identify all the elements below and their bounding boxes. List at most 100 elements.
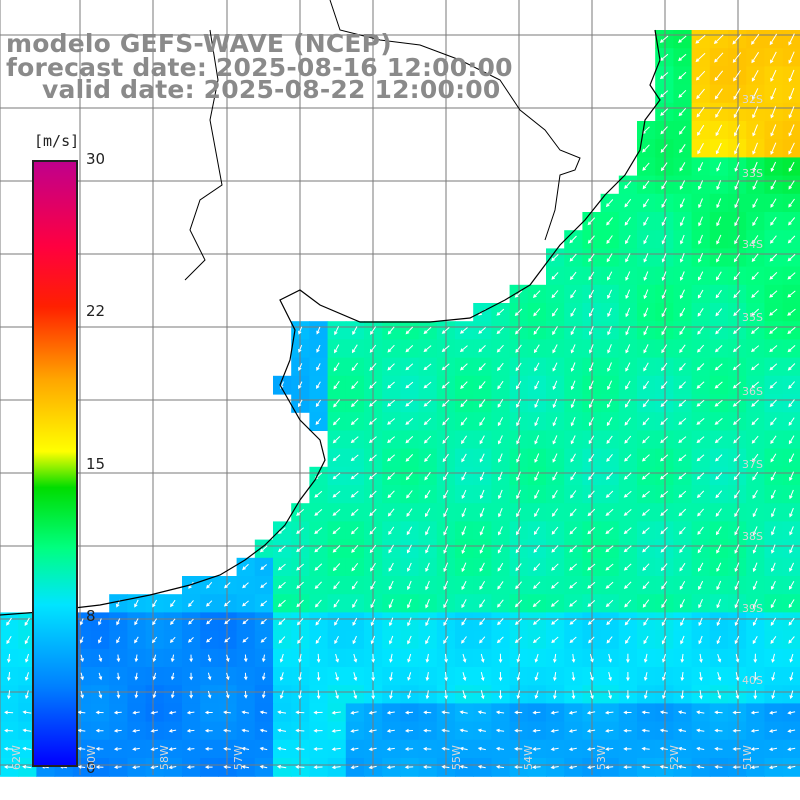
wind-arrow	[714, 418, 723, 425]
wind-arrow	[788, 617, 795, 626]
lat-label: 36S	[742, 385, 763, 398]
wind-arrow	[732, 710, 741, 715]
wind-arrow	[279, 690, 284, 700]
wind-arrow	[369, 508, 377, 517]
wind-arrow	[605, 508, 614, 517]
wind-arrow	[679, 271, 685, 281]
wind-arrow	[607, 289, 613, 299]
wind-arrow	[734, 599, 740, 609]
wind-arrow	[587, 563, 596, 571]
wind-arrow	[113, 710, 122, 715]
wind-arrow	[7, 672, 11, 682]
wind-arrow	[624, 399, 631, 408]
wind-arrow	[260, 637, 267, 643]
wind-arrow	[570, 326, 576, 336]
wind-arrow	[752, 526, 758, 536]
wind-arrow	[679, 216, 685, 227]
wind-arrow	[389, 653, 393, 663]
wind-arrow	[295, 710, 305, 715]
wind-arrow	[152, 654, 157, 663]
wind-arrow	[170, 618, 176, 626]
wind-arrow	[734, 142, 740, 155]
wind-arrow	[368, 747, 377, 751]
wind-arrow	[516, 398, 522, 408]
wind-arrow	[478, 381, 486, 390]
wind-arrow	[607, 307, 612, 318]
wind-arrow	[551, 545, 559, 553]
wind-arrow	[424, 490, 431, 499]
wind-arrow	[552, 398, 558, 409]
wind-arrow	[605, 728, 614, 733]
wind-arrow	[441, 345, 450, 353]
wind-arrow	[751, 381, 760, 389]
wind-arrow	[769, 363, 778, 371]
wind-arrow	[750, 728, 759, 733]
wind-arrow	[789, 489, 794, 500]
wind-arrow	[295, 728, 305, 733]
wind-arrow	[587, 600, 596, 607]
wind-arrow	[388, 562, 394, 572]
wind-arrow	[425, 544, 430, 554]
wind-arrow	[659, 35, 669, 43]
wind-arrow	[788, 636, 795, 644]
lat-label: 34S	[742, 238, 763, 251]
wind-arrow	[768, 765, 778, 770]
wind-arrow	[607, 362, 612, 372]
wind-arrow	[407, 653, 412, 663]
wind-arrow	[369, 544, 377, 554]
wind-arrow	[714, 363, 723, 371]
wind-arrow	[22, 746, 32, 751]
wind-arrow	[586, 710, 596, 715]
wind-arrow	[771, 672, 775, 682]
wind-arrow	[350, 436, 359, 444]
wind-arrow	[77, 765, 86, 769]
wind-arrow	[787, 729, 796, 733]
wind-arrow	[532, 765, 541, 770]
wind-arrow	[4, 710, 14, 715]
wind-arrow	[608, 690, 612, 700]
wind-arrow	[461, 435, 468, 445]
wind-arrow	[532, 599, 541, 608]
wind-arrow	[714, 345, 723, 353]
wind-arrow	[588, 253, 595, 263]
wind-arrow	[550, 765, 559, 770]
wind-arrow	[769, 381, 778, 389]
wind-arrow	[751, 308, 760, 316]
wind-arrow	[462, 653, 467, 663]
wind-arrow	[697, 544, 704, 554]
wind-arrow	[550, 747, 559, 751]
wind-arrow	[626, 653, 630, 664]
wind-arrow	[606, 253, 613, 263]
wind-arrow	[369, 381, 377, 389]
wind-arrow	[589, 690, 594, 700]
wind-arrow	[678, 436, 687, 444]
wind-arrow	[443, 489, 449, 499]
wind-arrow	[624, 417, 631, 426]
wind-arrow	[369, 399, 377, 407]
wind-arrow	[570, 435, 576, 445]
wind-arrow	[461, 636, 467, 644]
wind-arrow	[770, 161, 777, 172]
wind-arrow	[626, 690, 630, 700]
wind-arrow	[788, 580, 795, 590]
wind-arrow	[332, 417, 341, 426]
lat-label: 37S	[742, 458, 763, 471]
wind-arrow	[643, 344, 649, 354]
wind-arrow	[696, 418, 705, 425]
wind-arrow	[771, 544, 776, 554]
wind-arrow	[605, 599, 614, 608]
wind-arrow	[662, 672, 666, 682]
wind-arrow	[495, 728, 505, 733]
wind-arrow	[405, 345, 414, 353]
wind-arrow	[552, 344, 558, 354]
wind-arrow	[697, 526, 704, 535]
wind-arrow	[734, 180, 740, 191]
wind-arrow	[242, 619, 249, 625]
wind-arrow	[625, 344, 631, 354]
wind-arrow	[80, 654, 84, 663]
wind-arrow	[679, 562, 686, 572]
wind-arrow	[261, 672, 266, 681]
wind-arrow	[534, 380, 540, 390]
wind-arrow	[368, 454, 377, 462]
wind-arrow	[606, 217, 613, 226]
